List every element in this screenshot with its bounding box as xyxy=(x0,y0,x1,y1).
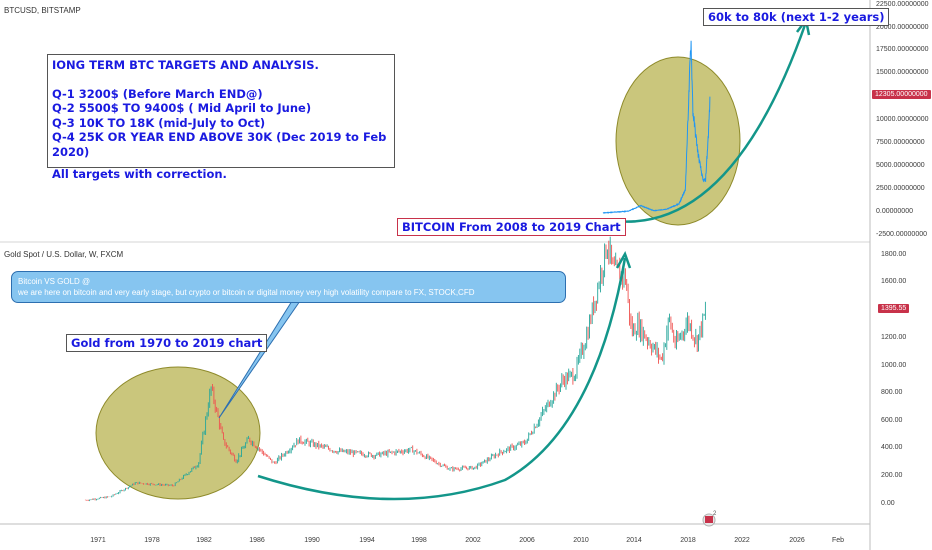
x-tick: Feb xyxy=(832,537,844,544)
x-tick: 2010 xyxy=(573,537,589,544)
btc-chart-label: BITCOIN From 2008 to 2019 Chart xyxy=(397,218,626,236)
btc-y-tick: 22500.00000000 xyxy=(876,1,929,8)
x-tick: 1982 xyxy=(196,537,212,544)
gold-y-tick: 0.00 xyxy=(881,500,895,507)
targets-analysis-box: IONG TERM BTC TARGETS AND ANALYSIS. Q-1 … xyxy=(47,54,395,181)
gold-y-tick: 800.00 xyxy=(881,389,903,396)
gold-y-tick: 1200.00 xyxy=(881,334,906,341)
btc-y-tick: 2500.00000000 xyxy=(876,185,925,192)
btc-y-tick: 7500.00000000 xyxy=(876,139,925,146)
events-flag-icon[interactable]: 2 xyxy=(702,511,717,527)
gold-price-series xyxy=(84,236,706,502)
targets-note: All targets with correction. xyxy=(52,167,227,181)
x-tick: 1986 xyxy=(249,537,265,544)
target-line: Q-3 10K TO 18K (mid-July to Oct) xyxy=(52,115,266,130)
bitcoin-vs-gold-callout: Bitcoin VS GOLD @ we are here on bitcoin… xyxy=(11,271,566,303)
x-tick: 2026 xyxy=(789,537,805,544)
gold-chart-label: Gold from 1970 to 2019 chart xyxy=(66,334,268,352)
callout-title: Bitcoin VS GOLD @ xyxy=(18,277,91,286)
btc-y-axis: 22500.00000000 20000.00000000 17500.0000… xyxy=(876,1,929,238)
btc-y-tick: 17500.00000000 xyxy=(876,46,929,53)
targets-title: IONG TERM BTC TARGETS AND ANALYSIS. xyxy=(52,58,319,72)
x-tick: 2014 xyxy=(626,537,642,544)
target-line: Q-2 5500$ TO 9400$ ( Mid April to June) xyxy=(52,101,312,115)
btc-y-tick: 15000.00000000 xyxy=(876,69,929,76)
x-tick: 1990 xyxy=(304,537,320,544)
btc-y-tick: 5000.00000000 xyxy=(876,162,925,169)
btc-y-tick: 10000.00000000 xyxy=(876,116,929,123)
btc-y-tick: 20000.00000000 xyxy=(876,24,929,31)
gold-y-tick: 1600.00 xyxy=(881,278,906,285)
btc-price-line xyxy=(602,40,711,214)
x-axis: 1971 1978 1982 1986 1990 1994 1998 2002 … xyxy=(90,537,844,544)
gold-growth-arrow xyxy=(257,257,627,501)
gold-highlight-circle xyxy=(95,366,261,500)
svg-text:2: 2 xyxy=(713,511,717,517)
callout-text: we are here on bitcoin and very early st… xyxy=(18,288,475,297)
btc-price-series xyxy=(602,40,711,214)
x-tick: 1994 xyxy=(359,537,375,544)
x-tick: 2006 xyxy=(519,537,535,544)
gold-y-tick: 200.00 xyxy=(881,472,903,479)
btc-symbol-label: BTCUSD, BITSTAMP xyxy=(4,6,81,15)
x-tick: 1978 xyxy=(144,537,160,544)
x-tick: 1998 xyxy=(411,537,427,544)
btc-y-tick: 0.00000000 xyxy=(876,208,913,215)
btc-y-tick: -2500.00000000 xyxy=(876,231,927,238)
gold-y-axis: 1800.00 1600.00 1200.00 1000.00 800.00 6… xyxy=(881,251,906,507)
x-tick: 2018 xyxy=(680,537,696,544)
gold-last-price-tag: 1395.55 xyxy=(878,304,910,313)
x-tick: 1971 xyxy=(90,537,106,544)
gold-symbol-label: Gold Spot / U.S. Dollar, W, FXCM xyxy=(4,250,124,259)
btc-highlight-circle xyxy=(615,56,741,226)
gold-y-tick: 400.00 xyxy=(881,444,903,451)
target-line: Q-4 25K OR YEAR END ABOVE 30K (Dec 2019 … xyxy=(52,130,387,159)
gold-y-tick: 1000.00 xyxy=(881,362,906,369)
target-line: Q-1 3200$ (Before March END@) xyxy=(52,86,263,101)
x-tick: 2022 xyxy=(734,537,750,544)
x-tick: 2002 xyxy=(465,537,481,544)
callout-pointer xyxy=(218,300,301,419)
gold-y-tick: 1800.00 xyxy=(881,251,906,258)
gold-y-tick: 600.00 xyxy=(881,417,903,424)
gold-arrow-head xyxy=(615,251,632,269)
btc-last-price-tag: 12305.00000000 xyxy=(872,90,931,99)
btc-projection-label: 60k to 80k (next 1-2 years) xyxy=(703,8,890,26)
btc-growth-arrow xyxy=(605,21,808,223)
